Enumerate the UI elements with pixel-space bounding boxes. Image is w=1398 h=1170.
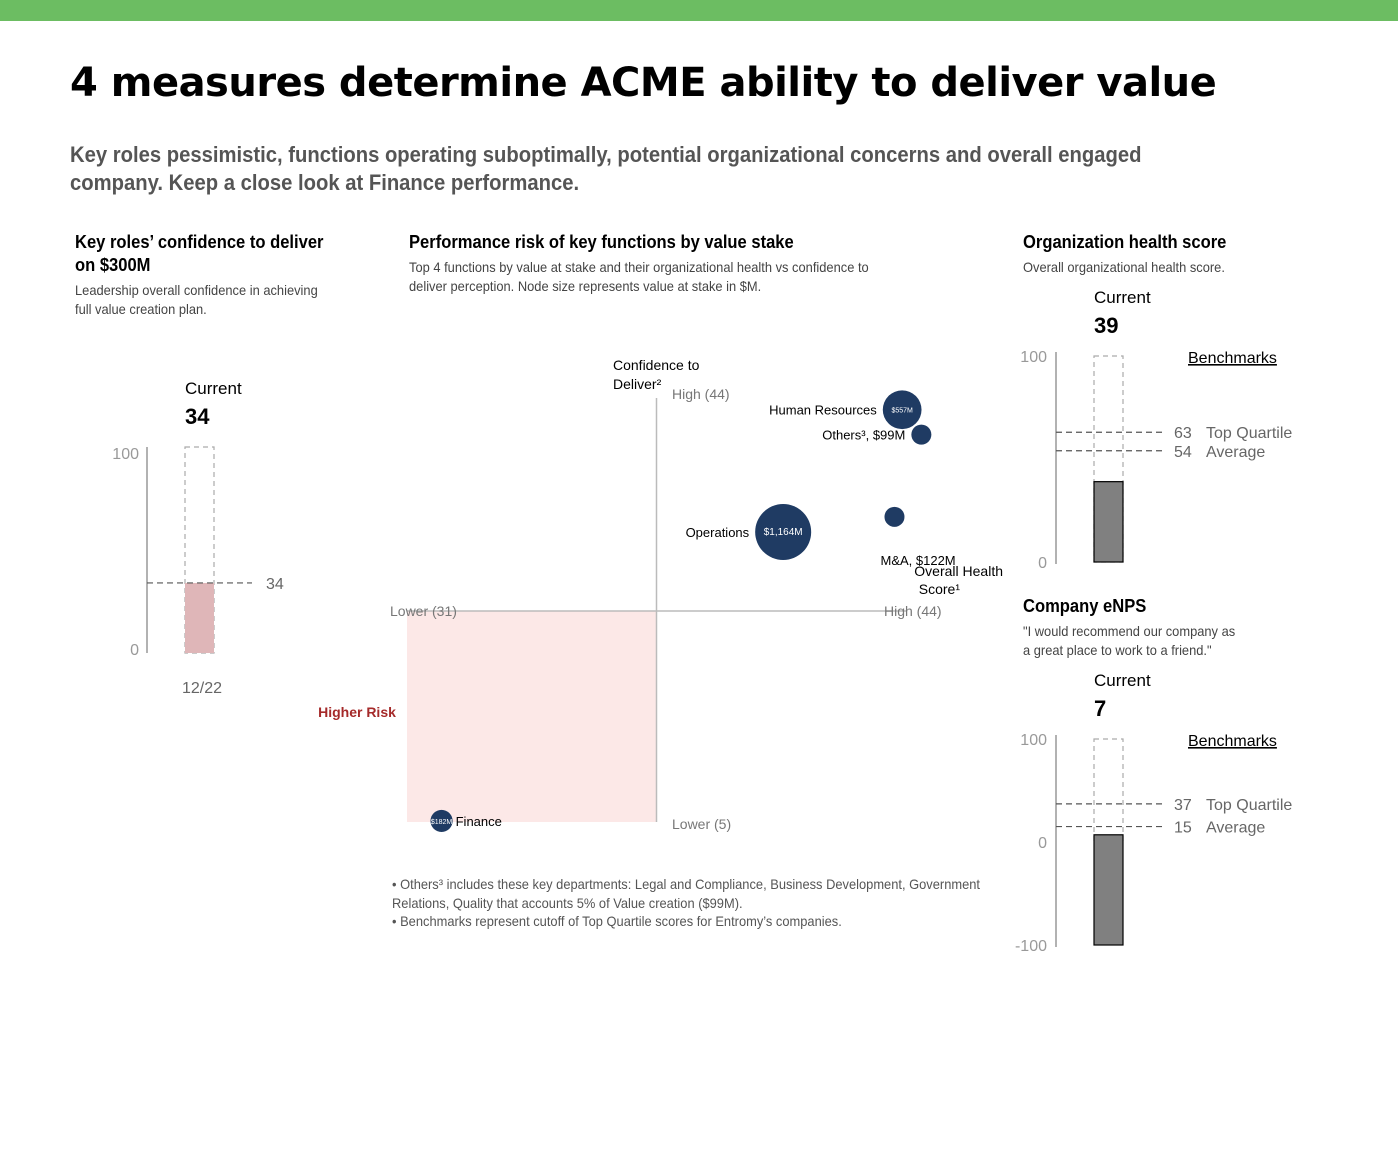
top-accent-bar — [0, 0, 1398, 21]
bubble-4 — [430, 809, 453, 832]
confidence-panel-title: Key roles’ confidence to deliver on $300… — [75, 232, 324, 275]
health-benchmark-value: 54 — [1174, 444, 1192, 461]
y-axis-title: Confidence to — [613, 357, 700, 373]
enps-bar — [1093, 834, 1124, 946]
bubble-value-label: $182M — [431, 819, 453, 826]
enps-benchmarks-label: Benchmarks — [1188, 733, 1277, 750]
footnote-benchmarks: • Benchmarks represent cutoff of Top Qua… — [392, 913, 842, 929]
enps-ytick: 100 — [1020, 732, 1047, 749]
enps-ytick: -100 — [1015, 938, 1047, 955]
x-axis-title: Score¹ — [919, 581, 961, 597]
enps-benchmark-value: 15 — [1174, 820, 1192, 837]
enps-ytick: 0 — [1038, 835, 1047, 852]
enps-panel-title: Company eNPS — [1023, 596, 1147, 616]
y-tick-low: Lower (5) — [672, 816, 731, 832]
x-tick-low: Lower (31) — [390, 603, 457, 619]
x-tick-high: High (44) — [884, 603, 942, 619]
health-bar — [1093, 481, 1124, 563]
health-current-value: 39 — [1094, 313, 1118, 338]
confidence-panel-description: Leadership overall confidence in achievi… — [75, 282, 318, 317]
health-current-label: Current — [1094, 288, 1151, 307]
bubble-2 — [884, 506, 905, 527]
confidence-ytick: 0 — [130, 642, 139, 659]
health-benchmark-name: Average — [1206, 444, 1265, 461]
enps-benchmark-value: 37 — [1174, 797, 1192, 814]
enps-benchmark-name: Average — [1206, 820, 1265, 837]
risk-panel-title: Performance risk of key functions by val… — [409, 232, 794, 252]
bubble-value-label: $1,164M — [764, 527, 803, 538]
confidence-current-label: Current — [185, 379, 242, 398]
bubble-label: Finance — [456, 814, 502, 829]
confidence-x-label: 12/22 — [182, 680, 222, 697]
health-benchmark-value: 63 — [1174, 425, 1192, 442]
page-subtitle: Key roles pessimistic, functions operati… — [70, 142, 1142, 195]
bubble-label: Operations — [686, 525, 750, 540]
confidence-ytick: 100 — [112, 446, 139, 463]
bubble-label: M&A, $122M — [880, 553, 955, 568]
bubble-3 — [755, 504, 812, 561]
health-panel-description: Overall organizational health score. — [1023, 259, 1225, 275]
footnote-others-text: Others³ includes these key departments: … — [392, 876, 980, 911]
bubble-value-label: $557M — [891, 408, 913, 415]
enps-current-value: 7 — [1094, 696, 1106, 721]
higher-risk-zone — [407, 611, 657, 822]
enps-benchmark-name: Top Quartile — [1206, 797, 1292, 814]
risk-panel-description: Top 4 functions by value at stake and th… — [409, 259, 869, 294]
page-title: 4 measures determine ACME ability to del… — [70, 60, 1217, 106]
enps-current-label: Current — [1094, 671, 1151, 690]
enps-panel-description: "I would recommend our company as a grea… — [1023, 623, 1236, 658]
bubble-label: Others³, $99M — [822, 428, 905, 443]
confidence-reference-label: 34 — [266, 576, 284, 593]
health-benchmarks-label: Benchmarks — [1188, 350, 1277, 367]
health-benchmark-name: Top Quartile — [1206, 425, 1292, 442]
footnote-others: • Others³ includes these key departments… — [392, 876, 980, 911]
x-axis-title: Overall Health — [914, 563, 1003, 579]
health-ytick: 0 — [1038, 555, 1047, 572]
y-tick-high: High (44) — [672, 386, 730, 402]
footnote-benchmarks-text: Benchmarks represent cutoff of Top Quart… — [400, 913, 842, 929]
health-panel-title: Organization health score — [1023, 232, 1227, 252]
confidence-current-value: 34 — [185, 404, 210, 429]
bubble-1 — [911, 424, 932, 445]
bubble-0 — [882, 390, 922, 430]
higher-risk-label: Higher Risk — [318, 704, 396, 720]
y-axis-title: Deliver² — [613, 376, 662, 392]
health-ytick: 100 — [1020, 349, 1047, 366]
confidence-bar — [185, 582, 214, 653]
bubble-label: Human Resources — [769, 403, 877, 418]
